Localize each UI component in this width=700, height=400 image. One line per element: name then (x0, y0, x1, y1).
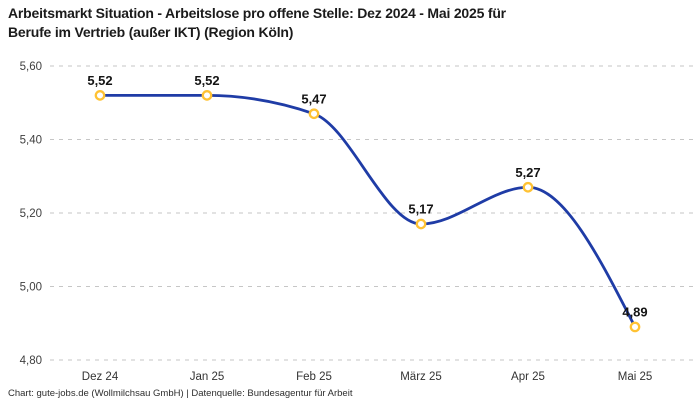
data-point-marker (308, 108, 320, 120)
y-axis-tick-label: 4,80 (20, 355, 42, 367)
x-axis-tick-label: Jan 25 (190, 371, 225, 383)
data-point-label: 5,27 (515, 165, 540, 180)
y-axis-tick-label: 5,60 (20, 61, 42, 73)
chart-title-line1: Arbeitsmarkt Situation - Arbeitslose pro… (8, 5, 506, 21)
data-point-label: 5,47 (301, 91, 326, 106)
data-point-marker (522, 181, 534, 193)
y-axis-tick-label: 5,00 (20, 282, 42, 294)
chart-title: Arbeitsmarkt Situation - Arbeitslose pro… (8, 4, 692, 42)
data-point-label: 4,89 (622, 304, 647, 319)
y-axis-tick-label: 5,20 (20, 208, 42, 220)
chart-title-line2: Berufe im Vertrieb (außer IKT) (Region K… (8, 24, 294, 40)
x-axis-tick-label: Apr 25 (511, 371, 545, 383)
chart-source-caption: Chart: gute-jobs.de (Wollmilchsau GmbH) … (8, 388, 353, 399)
data-point-marker (201, 90, 213, 101)
x-axis-tick-label: März 25 (400, 371, 442, 383)
x-axis-tick-label: Feb 25 (296, 371, 332, 383)
data-point-label: 5,52 (194, 73, 219, 88)
y-axis-tick-label: 5,40 (20, 135, 42, 147)
data-point-marker (94, 90, 106, 101)
data-point-label: 5,17 (408, 202, 433, 217)
x-axis-tick-label: Mai 25 (618, 371, 653, 383)
x-axis-tick-label: Dez 24 (82, 371, 119, 383)
data-point-marker (415, 218, 427, 230)
data-point-marker (629, 321, 641, 333)
data-point-label: 5,52 (87, 73, 112, 88)
series-line (98, 93, 637, 329)
